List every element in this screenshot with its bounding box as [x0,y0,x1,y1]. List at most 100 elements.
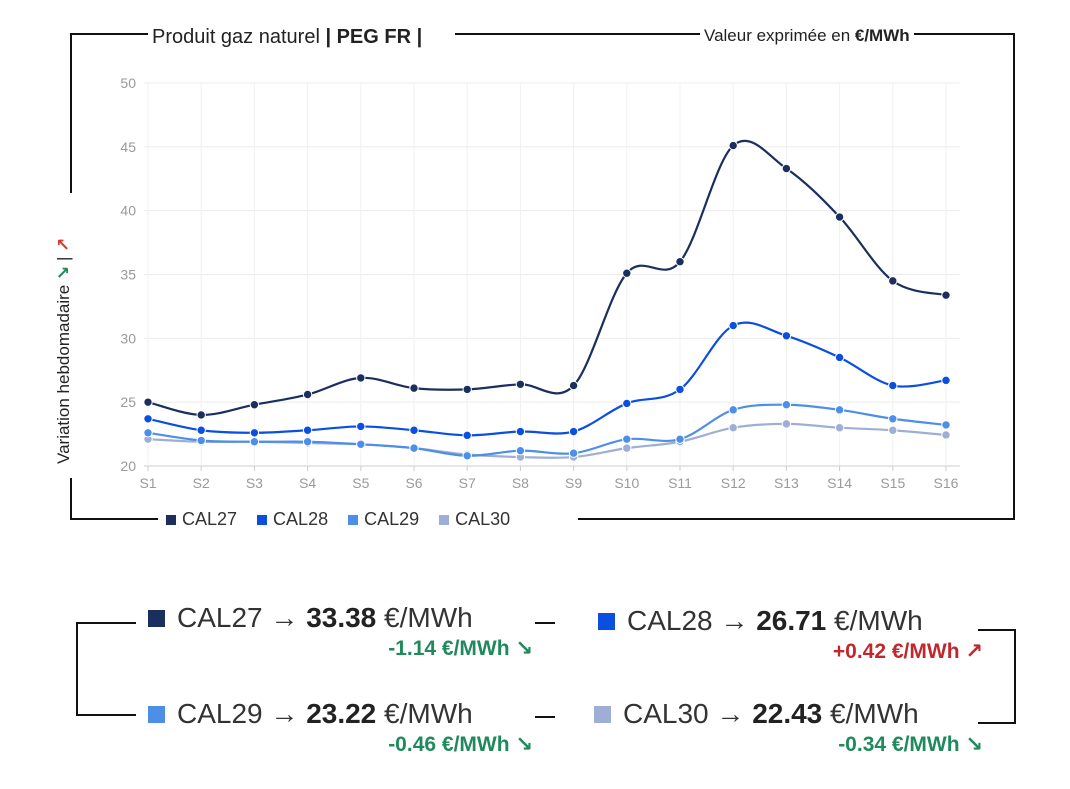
data-point-cal28 [728,320,738,331]
data-point-cal28 [675,384,685,395]
data-point-cal27 [675,257,685,267]
data-point-cal28 [249,428,260,438]
frame-left-top [70,33,72,193]
data-point-cal27 [728,140,738,151]
data-point-cal29 [515,445,526,456]
data-point-cal28 [302,425,313,435]
y-tick-label: 35 [120,267,136,283]
data-point-cal27 [515,379,526,389]
x-tick-label: S12 [721,475,746,491]
legend-swatch [166,514,176,525]
summary-card-cal29: CAL29 → 23.22 €/MWh -0.46 €/MWh ↘ [148,698,533,757]
data-point-cal30 [781,419,792,429]
chart-legend: CAL27 CAL28 CAL29 CAL30 [158,509,519,530]
color-square [594,705,611,723]
data-point-cal27 [462,384,472,395]
data-point-cal28 [568,426,579,437]
data-point-cal27 [941,290,951,300]
y-tick-label: 30 [120,330,136,346]
x-tick-label: S16 [934,475,959,491]
trend-down-icon: ↘ [515,637,533,660]
x-tick-label: S6 [405,475,422,491]
legend-item-cal27: CAL27 [166,509,237,530]
chart-title: Produit gaz naturel | PEG FR | [148,26,427,49]
series-line-cal28 [147,321,947,437]
frame-top-left [70,33,150,35]
frame-right [1013,33,1015,520]
frame-bottom-left [70,518,160,520]
data-point-cal30 [941,430,951,440]
x-tick-label: S3 [246,475,263,491]
data-point-cal27 [356,373,366,383]
summary-card-cal28: CAL28 → 26.71 €/MWh +0.42 €/MWh ↗ [598,605,983,664]
data-point-cal28 [356,421,366,432]
data-point-cal29 [302,437,313,447]
x-tick-label: S1 [139,475,156,491]
y-tick-label: 20 [120,458,136,474]
summary-frame-right-top [978,629,1016,631]
x-tick-label: S14 [827,475,852,491]
data-point-cal30 [834,423,845,433]
data-point-cal27 [568,380,579,391]
data-point-cal28 [941,375,951,386]
delta-cal27: -1.14 €/MWh ↘ [388,637,533,660]
trend-up-icon: ↗ [965,640,983,663]
trend-down-icon: ↘ [515,733,533,756]
legend-swatch [439,514,450,525]
data-point-cal29 [356,439,366,449]
summary-dash-bottom [535,716,555,718]
x-tick-label: S10 [614,475,639,491]
series-line-cal27 [147,139,947,417]
data-point-cal28 [196,425,206,435]
series-line-cal29 [147,403,947,457]
x-tick-label: S4 [299,475,316,491]
color-square [148,609,165,627]
summary-dash-top [535,622,555,624]
x-tick-label: S11 [668,475,692,491]
data-point-cal27 [622,268,632,278]
summary-frame-right [1014,629,1016,724]
legend-item-cal30: CAL30 [439,509,510,530]
data-point-cal28 [781,331,792,341]
summary-card-cal30: CAL30 → 22.43 €/MWh -0.34 €/MWh ↘ [594,698,983,757]
frame-left-bottom [70,478,72,520]
summary-frame-right-bottom [978,722,1016,724]
data-point-cal30 [622,443,632,453]
y-tick-label: 45 [120,139,136,155]
x-tick-label: S8 [512,475,529,491]
x-tick-label: S5 [352,475,369,491]
data-point-cal27 [249,400,260,410]
data-point-cal28 [462,430,472,441]
data-point-cal29 [249,437,260,447]
y-tick-label: 50 [120,75,136,91]
data-point-cal28 [888,380,898,391]
data-point-cal27 [409,383,419,393]
delta-cal28: +0.42 €/MWh ↗ [832,640,983,663]
summary-frame-left-top [76,622,136,624]
color-square [148,705,165,723]
data-point-cal29 [143,428,153,438]
delta-cal30: -0.34 €/MWh ↘ [838,733,983,756]
summary-card-cal27: CAL27 → 33.38 €/MWh -1.14 €/MWh ↘ [148,602,533,661]
data-point-cal27 [196,410,206,420]
data-point-cal28 [834,352,845,363]
data-point-cal29 [888,414,898,424]
data-point-cal27 [143,397,153,407]
legend-swatch [257,514,268,525]
x-tick-label: S9 [565,475,582,491]
legend-item-cal29: CAL29 [348,509,419,530]
legend-swatch [348,514,359,525]
data-point-cal29 [196,435,206,446]
legend-item-cal28: CAL28 [257,509,328,530]
data-point-cal27 [781,163,792,174]
data-point-cal29 [728,405,738,415]
color-square [598,612,615,630]
data-point-cal28 [409,425,419,435]
data-point-cal27 [888,276,898,286]
data-point-cal27 [834,212,845,222]
data-point-cal29 [781,400,792,410]
data-point-cal30 [728,423,738,433]
data-point-cal29 [462,451,472,461]
summary-frame-left [76,622,78,716]
